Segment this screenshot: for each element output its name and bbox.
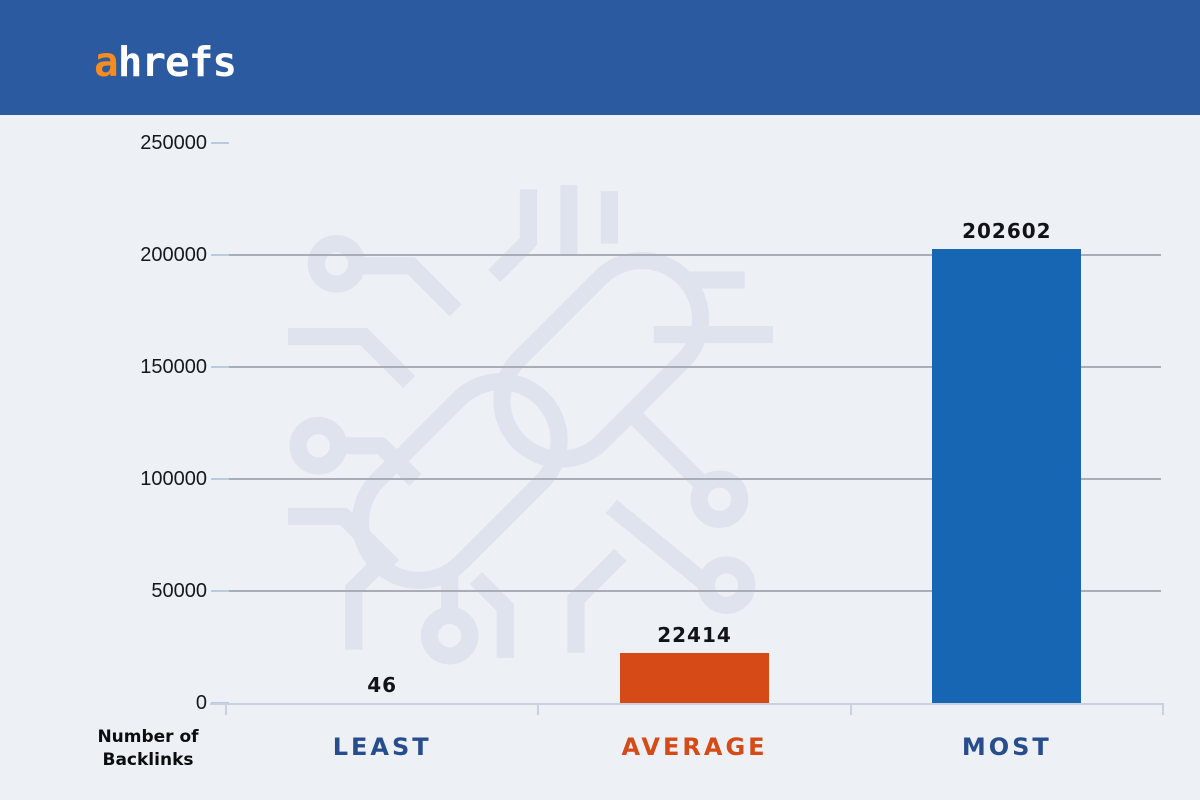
y-axis-tick-label: 150000 xyxy=(140,356,207,378)
bar-most xyxy=(932,249,1082,703)
y-axis-title: Number of Backlinks xyxy=(78,726,218,772)
gridline xyxy=(229,590,1161,592)
category-label-least: LEAST xyxy=(332,733,432,761)
y-axis-tick-label: 100000 xyxy=(140,468,207,490)
value-label-most: 202602 xyxy=(962,219,1052,244)
y-axis-tick xyxy=(211,254,229,256)
y-axis-tick-label: 0 xyxy=(195,692,207,714)
x-axis-tick xyxy=(225,703,227,715)
x-axis-line xyxy=(210,703,1163,705)
y-axis-tick xyxy=(211,366,229,368)
value-label-average: 22414 xyxy=(657,622,732,647)
header-bar: ahrefs xyxy=(0,0,1200,115)
y-axis-title-line2: Backlinks xyxy=(102,750,194,770)
y-axis-tick-label: 50000 xyxy=(151,580,207,602)
category-label-average: AVERAGE xyxy=(621,733,768,761)
y-axis-tick-label: 250000 xyxy=(140,132,207,154)
y-axis-tick-label: 200000 xyxy=(140,244,207,266)
x-axis-tick xyxy=(849,703,852,715)
bar-average xyxy=(620,652,769,703)
value-label-least: 46 xyxy=(367,672,398,697)
x-axis-tick xyxy=(537,703,540,715)
logo-text: hrefs xyxy=(117,38,237,86)
y-axis-title-line1: Number of xyxy=(97,727,199,747)
x-axis-tick xyxy=(1162,703,1164,715)
category-label-most: MOST xyxy=(961,733,1052,761)
y-axis-tick xyxy=(211,478,229,480)
y-axis-tick xyxy=(211,142,229,144)
y-axis-tick xyxy=(211,590,229,592)
logo-letter-a: a xyxy=(94,38,119,86)
ahrefs-logo: ahrefs xyxy=(94,42,237,83)
